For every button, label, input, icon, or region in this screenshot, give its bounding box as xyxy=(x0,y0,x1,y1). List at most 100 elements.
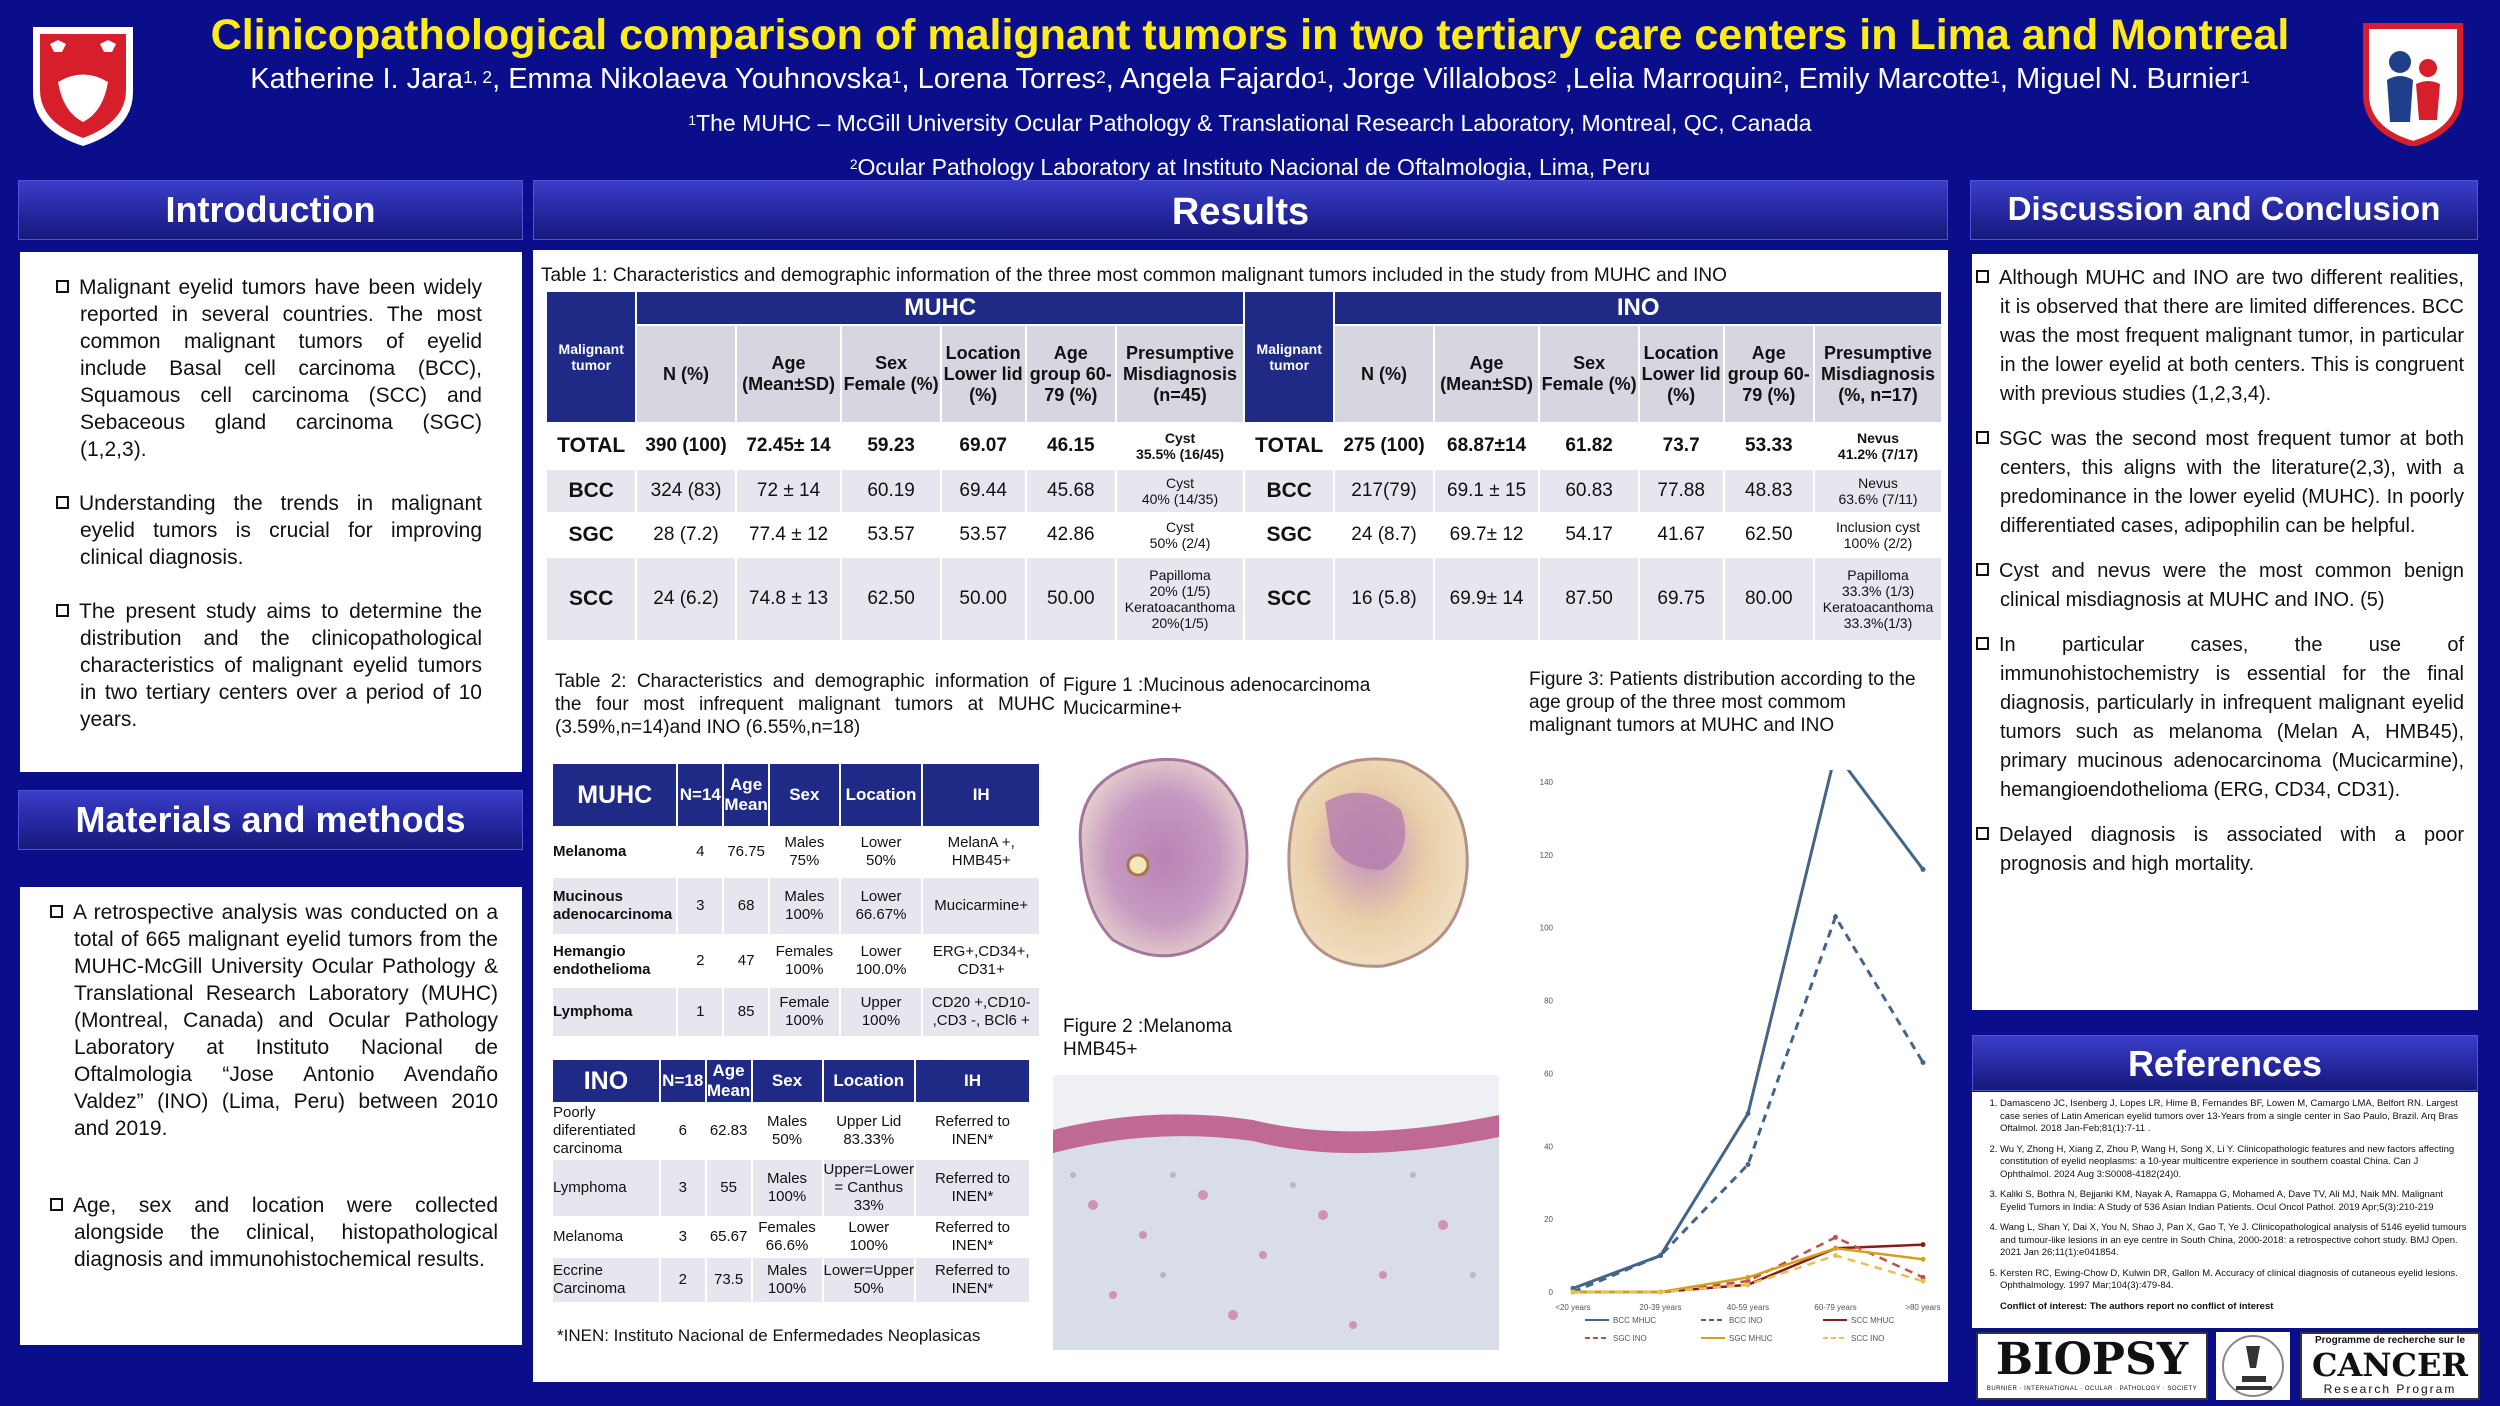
table-cell: 60.19 xyxy=(840,468,942,514)
table-cell: 4 xyxy=(676,826,725,878)
table-cell: Upper 100% xyxy=(838,986,924,1038)
t1-col-header: Age group 60-79 (%) xyxy=(1024,324,1118,424)
table-cell: 77.4 ± 12 xyxy=(734,512,843,558)
table-cell: CD20 +,CD10- ,CD3 -, BCl6 + xyxy=(921,986,1041,1038)
legend-label: BCC INO xyxy=(1729,1316,1762,1325)
table-cell: 68.87±14 xyxy=(1432,422,1541,470)
table-cell: Cyst 40% (14/35) xyxy=(1115,468,1245,514)
bullet-text: Although MUHC and INO are two different … xyxy=(1999,267,2464,405)
table-cell: Nevus 63.6% (7/11) xyxy=(1813,468,1943,514)
table-cell: Females 66.6% xyxy=(750,1216,824,1258)
table2-caption: Table 2: Characteristics and demographic… xyxy=(555,671,1055,738)
table2-footnote: *INEN: Instituto Nacional de Enfermedade… xyxy=(557,1326,981,1345)
table-cell: Inclusion cyst 100% (2/2) xyxy=(1813,512,1943,558)
table-row: SCC 16 (5.8) 69.9± 14 87.50 69.75 80.00 Papill… xyxy=(1242,556,1943,642)
data-point xyxy=(1745,1278,1751,1284)
t1-muhc-group: MUHC xyxy=(635,290,1245,326)
y-tick-label: 100 xyxy=(1540,924,1554,933)
data-point xyxy=(1833,914,1838,920)
table-cell: 53.57 xyxy=(939,512,1027,558)
poster-title: Clinicopathological comparison of malign… xyxy=(210,11,2290,59)
table-row: Lymphoma 3 55 Males 100% Upper=Lower = Canthus… xyxy=(551,1158,1032,1218)
table-cell: 60.83 xyxy=(1538,468,1640,514)
table-cell: 62.50 xyxy=(1722,512,1816,558)
table-cell: Males 100% xyxy=(750,1256,824,1304)
t1-col-header: N (%) xyxy=(1333,324,1435,424)
author: Angela Fajardo1 xyxy=(1120,63,1326,95)
table2-muhc: MUHC N=14 Age Mean Sex Location IH Melanoma 4 7… xyxy=(550,762,1041,1038)
table-row: TOTAL 275 (100) 68.87±14 61.82 73.7 53.33 Nevu… xyxy=(1242,422,1943,470)
y-tick-label: 60 xyxy=(1544,1069,1553,1078)
author-affil-marker: 1 xyxy=(891,67,902,87)
x-tick-label: 20-39 years xyxy=(1639,1303,1681,1312)
figure3-chart: 0 20 40 60 80 100 120 140 <20 years 20-39 years 40… xyxy=(1523,749,1943,1350)
table-cell: Upper Lid 83.33% xyxy=(821,1102,916,1160)
table-cell: Lower 50% xyxy=(838,826,924,878)
table-row: Eccrine Carcinoma 2 73.5 Males 100% Lower=Uppe… xyxy=(551,1256,1032,1304)
table-cell: 48.83 xyxy=(1722,468,1816,514)
cancer-logo-top: Programme de recherche sur le xyxy=(2314,1335,2466,1346)
data-point xyxy=(1745,1274,1751,1280)
bullet-point: SGC was the second most frequent tumor a… xyxy=(1976,425,2464,541)
table-cell: 275 (100) xyxy=(1333,422,1435,470)
author-affil-marker: 2 xyxy=(1772,67,1783,87)
legend-label: SCC MHUC xyxy=(1851,1316,1894,1325)
author-name: Angela Fajardo xyxy=(1120,63,1317,95)
t1-col-header: Presumptive Misdiagnosis (%, n=17) xyxy=(1813,324,1943,424)
results-heading: Results xyxy=(533,180,1948,240)
table-cell: Males 100% xyxy=(768,876,841,936)
table-cell: 50.00 xyxy=(939,556,1027,642)
table-cell: 46.15 xyxy=(1024,422,1118,470)
row-label: Melanoma xyxy=(550,826,679,878)
table-cell: 16 (5.8) xyxy=(1333,556,1435,642)
data-point xyxy=(1833,1234,1838,1240)
table-cell: 2 xyxy=(676,934,725,988)
introduction-panel: Malignant eyelid tumors have been widely… xyxy=(20,252,522,772)
table-cell: 65.67 xyxy=(704,1216,753,1258)
discussion-heading: Discussion and Conclusion xyxy=(1970,180,2478,240)
microscope-icon xyxy=(2216,1332,2290,1400)
row-label: SCC xyxy=(1242,556,1336,642)
table-cell: 69.1 ± 15 xyxy=(1432,468,1541,514)
figure2-caption: Figure 2 :Melanoma HMB45+ xyxy=(1063,1016,1232,1060)
checkbox-bullet-icon xyxy=(1976,827,1989,840)
table-cell: 69.9± 14 xyxy=(1432,556,1541,642)
table-cell: 68 xyxy=(722,876,771,936)
bullet-text: Age, sex and location were collected alo… xyxy=(73,1194,498,1271)
table1-caption: Table 1: Characteristics and demographic… xyxy=(541,265,1727,286)
bullet-point: A retrospective analysis was conducted o… xyxy=(50,899,498,1142)
bullet-point: Understanding the trends in malignant ey… xyxy=(56,490,482,571)
methods-heading: Materials and methods xyxy=(18,790,523,850)
cancer-logo-main: CANCER xyxy=(2312,1346,2468,1384)
table-cell: 85 xyxy=(722,986,771,1038)
bullet-text: The present study aims to determine the … xyxy=(79,600,482,731)
table-cell: 80.00 xyxy=(1722,556,1816,642)
bullet-text: A retrospective analysis was conducted o… xyxy=(73,901,498,1140)
table-cell: 324 (83) xyxy=(635,468,737,514)
y-tick-label: 80 xyxy=(1544,997,1553,1006)
table-cell: 390 (100) xyxy=(635,422,737,470)
data-point xyxy=(1745,1282,1751,1288)
legend-label: SGC MHUC xyxy=(1729,1334,1773,1343)
author: Lorena Torres2 xyxy=(918,63,1106,95)
data-point xyxy=(1920,1242,1926,1248)
table-cell: 217(79) xyxy=(1333,468,1435,514)
reference-item: Kaliki S, Bothra N, Bejjanki KM, Nayak A… xyxy=(2000,1189,2468,1214)
author-affil-marker: 1 xyxy=(2240,67,2250,87)
x-tick-label: >80 years xyxy=(1905,1303,1940,1312)
table-cell: ERG+,CD34+, CD31+ xyxy=(921,934,1041,988)
row-label: TOTAL xyxy=(544,422,638,470)
results-panel: Table 1: Characteristics and demographic… xyxy=(533,250,1948,1382)
row-label: SGC xyxy=(1242,512,1336,558)
t2-col-header: MUHC xyxy=(550,762,679,828)
table-cell: 6 xyxy=(658,1102,707,1160)
table-cell: 77.88 xyxy=(1637,468,1725,514)
table-cell: Upper=Lower = Canthus 33% xyxy=(821,1158,916,1218)
bullet-point: Cyst and nevus were the most common beni… xyxy=(1976,557,2464,615)
table-cell: 3 xyxy=(658,1158,707,1218)
bullet-point: In particular cases, the use of immunohi… xyxy=(1976,631,2464,805)
t2-col-header: Location xyxy=(838,762,924,828)
t1-col-header: Location Lower lid (%) xyxy=(1637,324,1725,424)
row-label: Mucinous adenocarcinoma xyxy=(550,876,679,936)
author: Katherine I. Jara1, 2 xyxy=(250,63,492,95)
